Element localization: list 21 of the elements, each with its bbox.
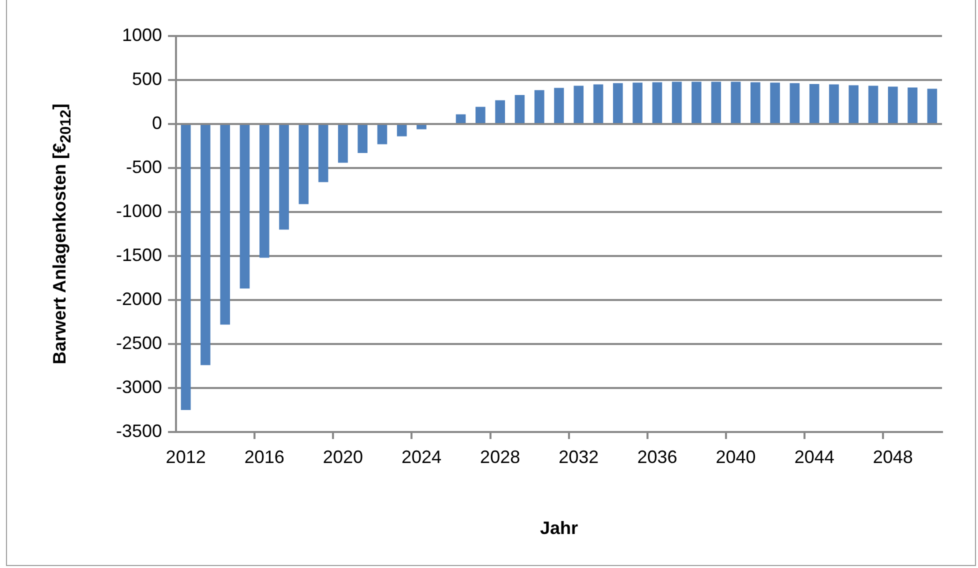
y-tick-label: 0	[152, 112, 162, 133]
y-tick-label: -2500	[116, 332, 162, 353]
y-tick-label: 500	[132, 68, 162, 89]
x-tick-label: 2032	[558, 446, 599, 467]
y-tick-label: -3000	[116, 376, 162, 397]
y-tick-label: -3500	[116, 420, 162, 441]
y-tick-label: -500	[126, 156, 162, 177]
y-tick-label: -1000	[116, 200, 162, 221]
x-tick-label: 2020	[322, 446, 363, 467]
y-tick-label: 1000	[122, 24, 162, 45]
x-tick-label: 2028	[480, 446, 520, 467]
x-tick-label: 2040	[716, 446, 756, 467]
y-tick-label: -2000	[116, 288, 162, 309]
x-tick-label: 2012	[166, 446, 206, 467]
x-tick-label: 2048	[872, 446, 913, 467]
x-tick-label: 2024	[401, 446, 442, 467]
y-tick-label: -1500	[116, 244, 162, 265]
x-tick-label: 2016	[244, 446, 284, 467]
x-tick-label: 2044	[794, 446, 834, 467]
x-tick-label: 2036	[637, 446, 678, 467]
x-axis-title: Jahr	[540, 518, 578, 538]
